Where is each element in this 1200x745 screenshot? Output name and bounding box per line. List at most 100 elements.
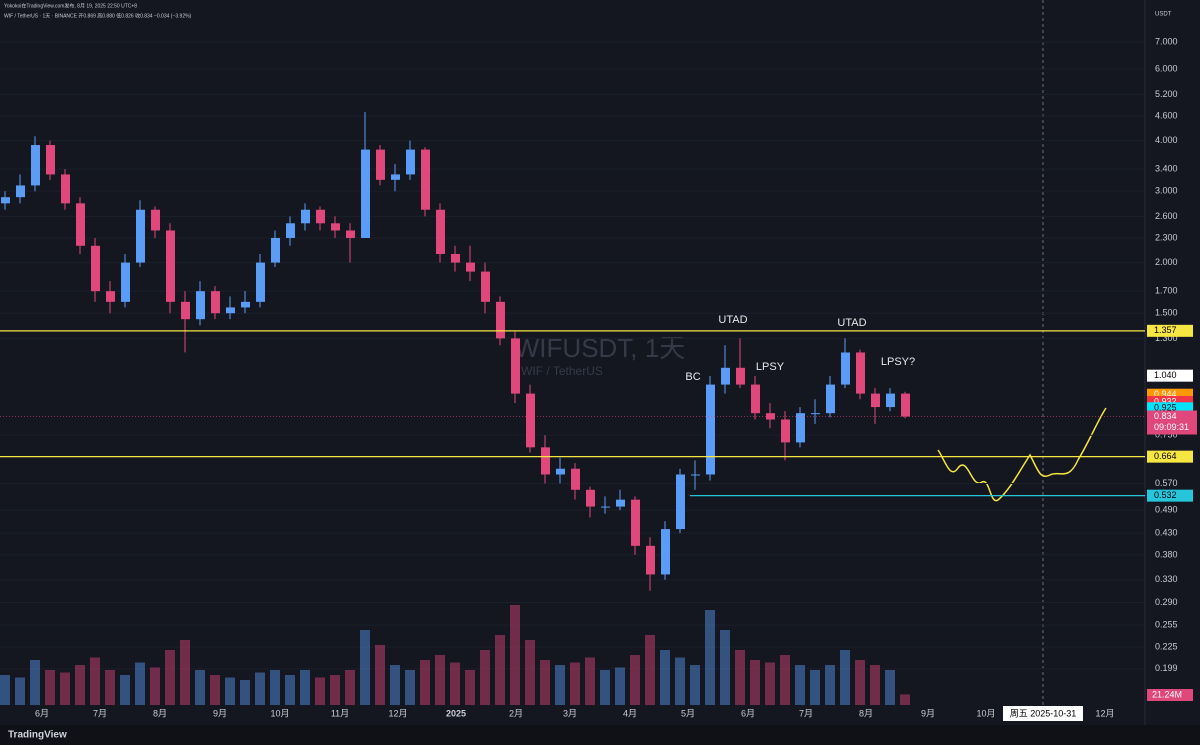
currency: USDT bbox=[1155, 12, 1172, 18]
price-badge bbox=[1147, 324, 1193, 337]
x-tick-label: 9月 bbox=[921, 708, 935, 718]
candle-body bbox=[601, 506, 610, 508]
candle-body bbox=[616, 499, 625, 507]
x-tick-label: 6月 bbox=[741, 708, 755, 718]
candle-body bbox=[316, 209, 325, 224]
candle-body bbox=[391, 174, 400, 180]
volume-bar bbox=[765, 662, 775, 705]
volume-bar bbox=[855, 660, 865, 705]
price-badge bbox=[1147, 369, 1193, 382]
candle-body bbox=[436, 209, 445, 254]
volume-bar bbox=[420, 660, 430, 705]
volume-bar bbox=[165, 650, 175, 705]
candle-body bbox=[286, 223, 295, 238]
candle-body bbox=[61, 174, 70, 204]
x-tick-label: 2月 bbox=[509, 708, 523, 718]
volume-bar bbox=[405, 670, 415, 705]
annotation: LPSY bbox=[756, 361, 785, 373]
volume-bar bbox=[270, 670, 280, 705]
candle-body bbox=[886, 393, 895, 408]
candle-body bbox=[196, 291, 205, 320]
y-tick-label: 0.380 bbox=[1155, 549, 1178, 559]
y-tick-label: 1.500 bbox=[1155, 308, 1178, 318]
volume-bar bbox=[495, 635, 505, 705]
x-tick-label: 12月 bbox=[1095, 708, 1114, 718]
candle-body bbox=[766, 413, 775, 420]
candle-body bbox=[856, 352, 865, 394]
volume-bar bbox=[120, 675, 130, 705]
volume-bar bbox=[0, 675, 10, 705]
candle-body bbox=[631, 499, 640, 546]
watermark: WIFUSDT, 1天 bbox=[515, 333, 685, 363]
volume-bar bbox=[45, 670, 55, 705]
volume-bar bbox=[390, 665, 400, 705]
volume-bar bbox=[720, 630, 730, 705]
candle-body bbox=[241, 301, 250, 308]
candle-body bbox=[46, 145, 55, 175]
volume-bar bbox=[900, 694, 910, 705]
y-tick-label: 0.750 bbox=[1155, 430, 1178, 440]
candle-body bbox=[76, 203, 85, 246]
price-badge-label: 1.357 bbox=[1154, 325, 1177, 335]
y-tick-label: 4.600 bbox=[1155, 110, 1178, 120]
candle-body bbox=[466, 262, 475, 272]
y-tick-label: 0.430 bbox=[1155, 527, 1178, 537]
x-tick-label: 8月 bbox=[153, 708, 167, 718]
x-tick-label: 8月 bbox=[859, 708, 873, 718]
x-tick-label: 10月 bbox=[270, 708, 289, 718]
candle-body bbox=[91, 245, 100, 292]
candle-body bbox=[796, 413, 805, 443]
y-tick-label: 2.600 bbox=[1155, 211, 1178, 221]
volume-bar bbox=[300, 670, 310, 705]
candle-body bbox=[136, 209, 145, 263]
volume-bar bbox=[75, 665, 85, 705]
candle-body bbox=[571, 468, 580, 490]
candle-body bbox=[706, 384, 715, 475]
candle-body bbox=[361, 149, 370, 238]
volume-bar bbox=[510, 605, 520, 705]
volume-bar bbox=[285, 675, 295, 705]
volume-bar bbox=[675, 657, 685, 705]
volume-bar bbox=[480, 650, 490, 705]
countdown-label: 09:09:31 bbox=[1154, 422, 1189, 432]
y-tick-label: 7.000 bbox=[1155, 36, 1178, 46]
header-line2: WIF / TetherUS · 1天 · BINANCE 开0.869 高0.… bbox=[4, 12, 192, 19]
x-tick-label: 3月 bbox=[563, 708, 577, 718]
volume-bar bbox=[525, 640, 535, 705]
x-tick-label: 12月 bbox=[388, 708, 407, 718]
candle-body bbox=[106, 291, 115, 302]
volume-bar bbox=[750, 660, 760, 705]
annotation: LPSY? bbox=[881, 356, 915, 368]
candle-body bbox=[256, 262, 265, 302]
volume-bar bbox=[780, 655, 790, 705]
volume-bar bbox=[105, 670, 115, 705]
candle-body bbox=[181, 301, 190, 320]
volume-badge bbox=[1147, 689, 1193, 701]
price-badge bbox=[1147, 489, 1193, 502]
price-badge-label: 1.040 bbox=[1154, 370, 1177, 380]
candle-body bbox=[826, 384, 835, 414]
price-badge bbox=[1147, 450, 1193, 463]
crosshair-time-box bbox=[1003, 706, 1083, 721]
x-tick-label: 周五 2025-10-31 bbox=[1010, 708, 1077, 718]
volume-bar bbox=[570, 662, 580, 705]
volume-bar bbox=[840, 650, 850, 705]
volume-bar bbox=[240, 680, 250, 705]
x-tick-label: 6月 bbox=[35, 708, 49, 718]
candle-body bbox=[646, 545, 655, 575]
x-tick-label: 9月 bbox=[213, 708, 227, 718]
volume-bar bbox=[585, 657, 595, 705]
candle-body bbox=[676, 474, 685, 530]
volume-bar bbox=[885, 670, 895, 705]
y-tick-label: 0.255 bbox=[1155, 619, 1178, 629]
candle-body bbox=[586, 489, 595, 507]
annotation: BC bbox=[685, 371, 700, 383]
candle-body bbox=[541, 447, 550, 475]
x-tick-label: 7月 bbox=[799, 708, 813, 718]
x-tick-label: 11月 bbox=[331, 708, 349, 718]
volume-bar bbox=[825, 665, 835, 705]
x-tick-label: 5月 bbox=[681, 708, 695, 718]
candle-body bbox=[496, 301, 505, 339]
